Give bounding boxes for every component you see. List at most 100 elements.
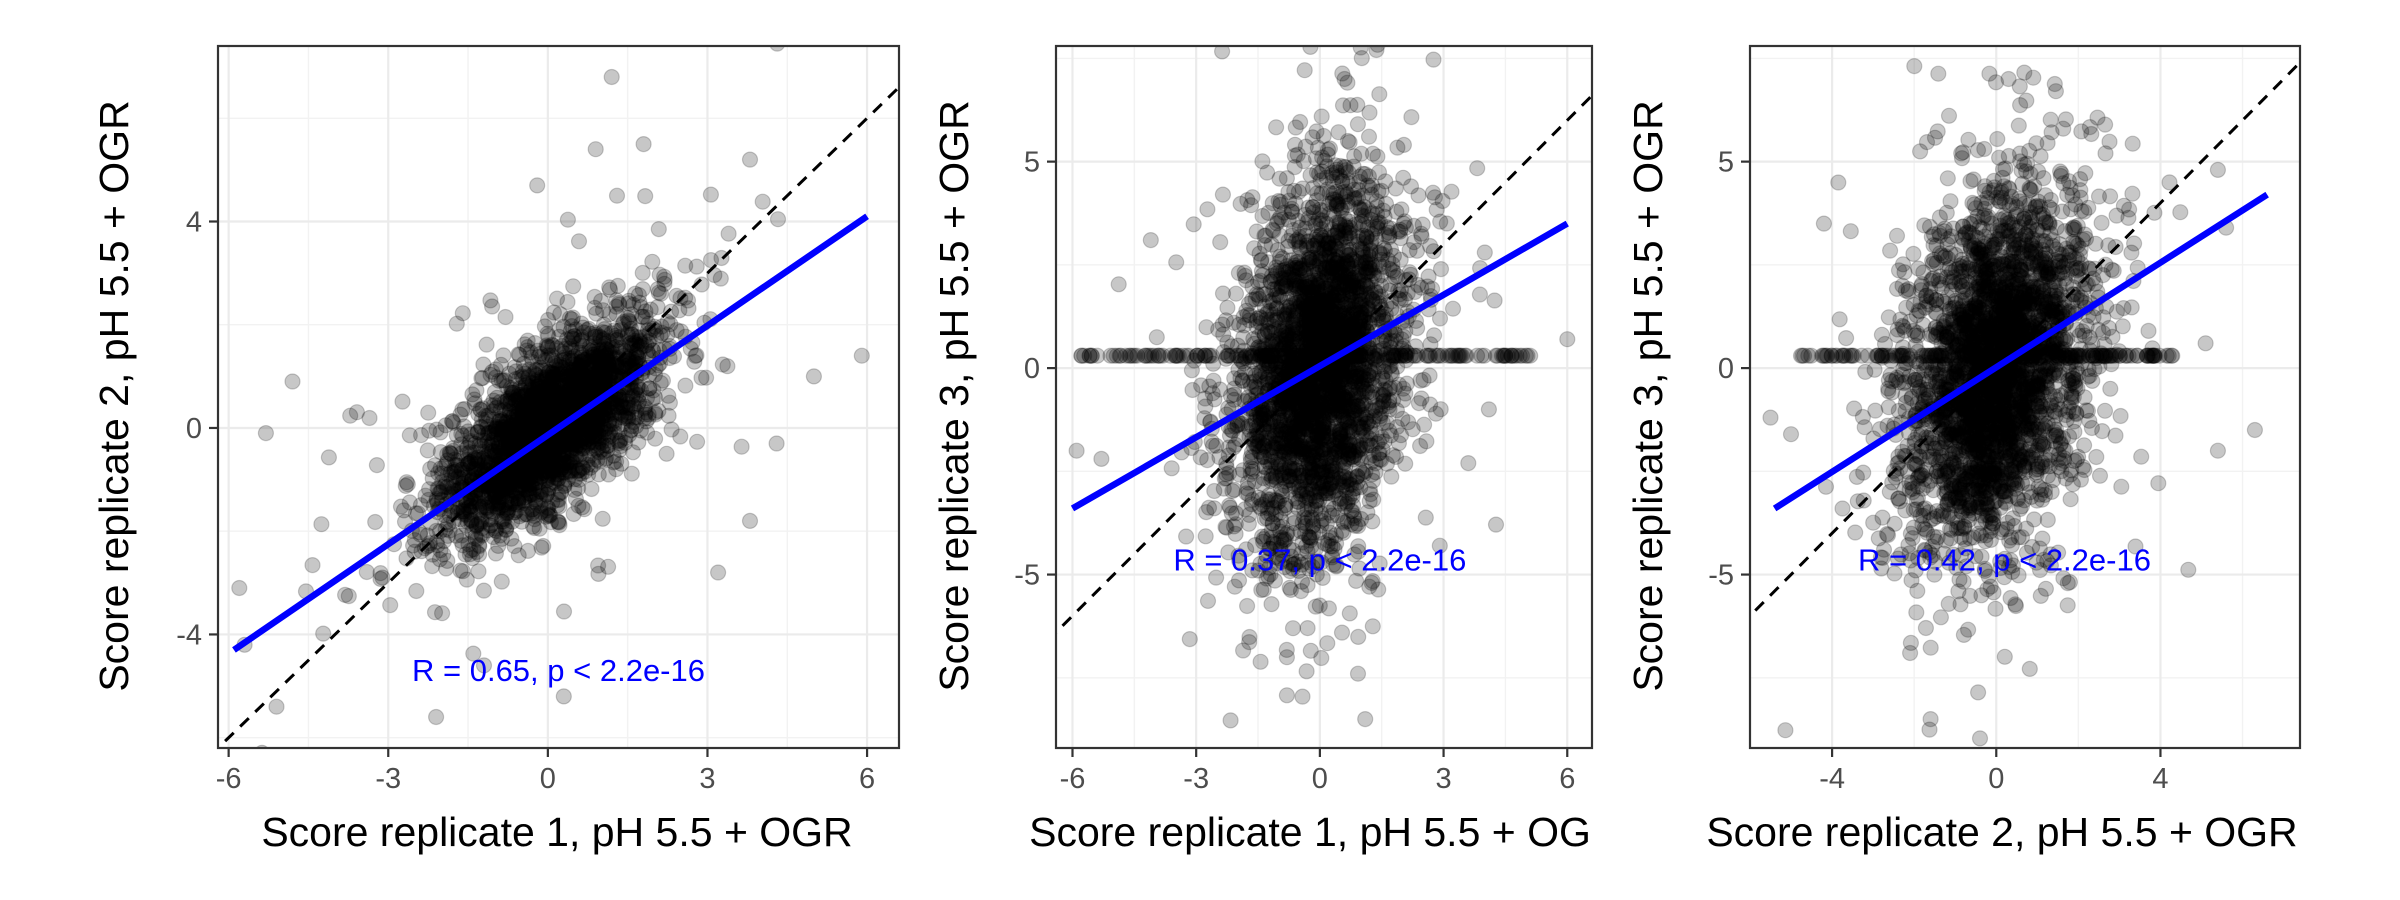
scatter-point [586,288,603,305]
scatter-point [313,516,330,533]
scatter-point [502,384,520,402]
scatter-point [546,369,563,386]
scatter-point [460,535,477,553]
scatter-point [631,332,649,349]
scatter-point [553,455,571,472]
scatter-point [506,471,524,488]
scatter-point [671,302,688,319]
scatter-point [544,411,561,428]
scatter-point [549,384,567,401]
scatter-point [462,453,479,470]
scatter-point [521,473,539,490]
scatter-point [434,465,451,482]
scatter-point [660,407,677,424]
scatter-point [516,408,533,425]
scatter-point [483,443,500,460]
scatter-point [506,495,524,513]
scatter-point [620,353,637,370]
scatter-point [500,499,517,516]
scatter-point [476,449,493,466]
scatter-point [540,476,557,493]
scatter-point [553,352,571,369]
scatter-point [527,361,544,378]
scatter-point [615,357,632,374]
scatter-point [517,414,534,431]
scatter-point [500,390,517,407]
scatter-point [588,349,606,366]
scatter-point [688,258,705,275]
scatter-point [501,403,518,420]
scatter-point [596,353,613,370]
scatter-point [554,359,571,376]
scatter-point [508,426,525,443]
scatter-point [479,434,496,451]
scatter-point [544,364,561,381]
scatter-point [563,429,580,447]
scatter-point [466,391,483,408]
scatter-point [556,436,574,453]
scatter-point [519,409,536,426]
scatter-point [566,434,583,451]
scatter-point [470,451,487,469]
scatter-point [585,343,602,360]
scatter-point [460,455,477,472]
scatter-point [614,387,631,404]
scatter-point [588,408,606,425]
scatter-point [584,412,601,429]
scatter-point [470,424,487,441]
scatter-point [712,270,729,287]
scatter-point [506,428,523,445]
scatter-point [537,371,554,388]
scatter-point [498,469,515,486]
scatter-point [538,368,555,386]
scatter-point [493,423,510,440]
scatter-point [588,369,606,386]
scatter-point [533,409,551,426]
scatter-point [452,562,469,579]
scatter-point [501,408,518,425]
scatter-point [605,405,622,423]
scatter-point [501,440,518,457]
scatter-point [617,355,635,372]
scatter-point [513,368,531,385]
scatter-point [543,440,560,457]
scatter-point [539,499,556,516]
scatter-point [565,331,582,348]
scatter-point [532,505,549,522]
scatter-point [532,391,549,408]
scatter-point [563,387,580,404]
scatter-point [515,399,532,416]
scatter-point [590,433,607,450]
scatter-point [496,401,513,419]
scatter-point [515,422,532,439]
scatter-point [567,423,584,440]
scatter-point [571,385,588,402]
scatter-point [588,409,606,426]
scatter-point [501,479,518,496]
scatter-point [484,403,501,420]
scatter-point [531,373,548,390]
scatter-point [610,404,628,421]
scatter-point [568,421,586,438]
scatter-point [559,366,576,383]
scatter-point [680,300,697,317]
scatter-point [594,302,612,319]
scatter-point [521,468,538,485]
scatter-point [512,386,530,403]
scatter-point [564,384,581,401]
scatter-point [604,404,621,421]
scatter-point [420,404,437,421]
scatter-point [552,461,569,478]
scatter-point [525,452,542,470]
scatter-point [549,491,566,508]
scatter-point [490,420,507,438]
scatter-point [1296,62,1313,79]
scatter-point [432,444,449,461]
scatter-point [535,462,552,479]
scatter-point [587,326,604,343]
scatter-point [559,370,577,387]
scatter-point [520,487,537,504]
scatter-point [1333,624,1351,641]
scatter-point [598,404,616,421]
scatter-point [394,393,411,410]
